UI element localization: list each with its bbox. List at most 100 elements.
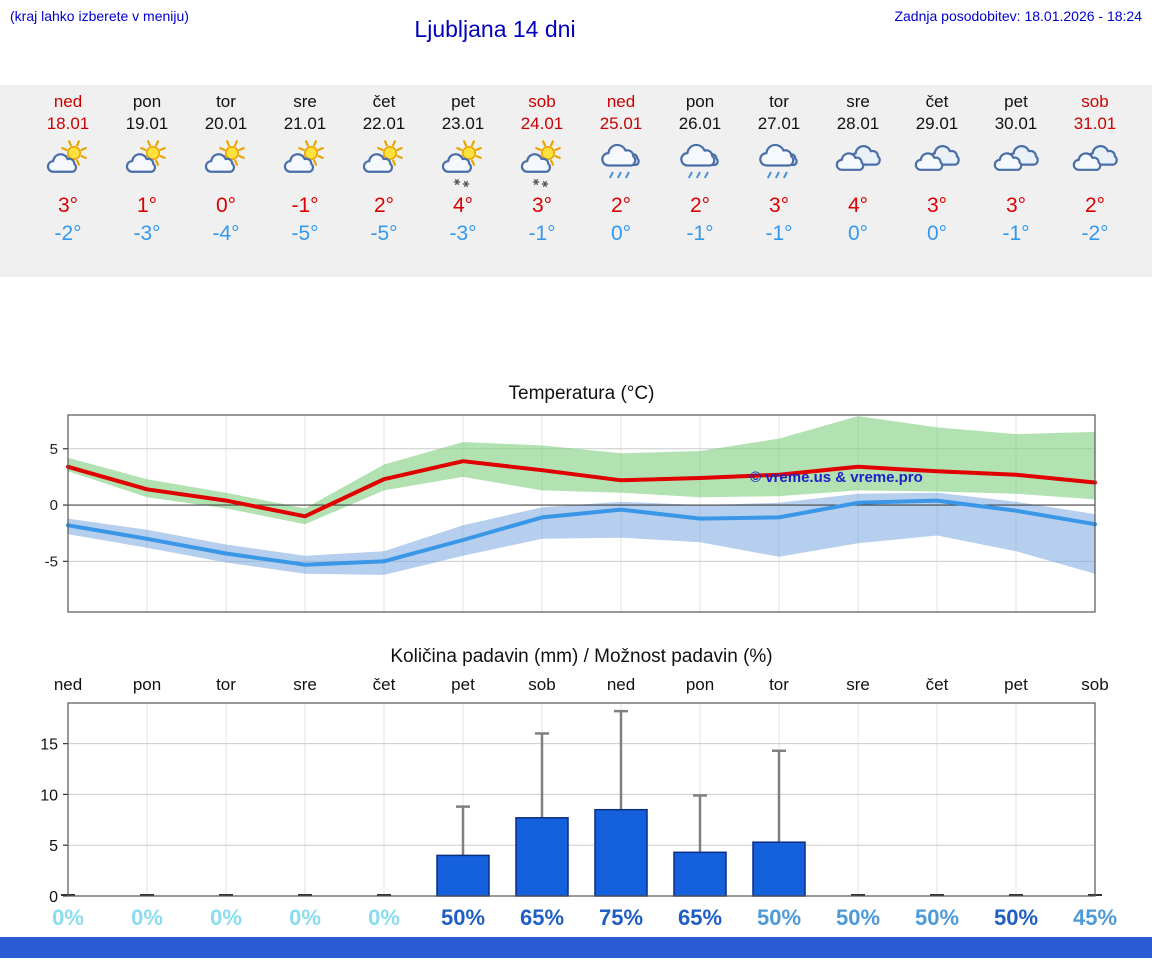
forecast-strip: ned 18.01 3° -2° pon 19.01 1° -3° tor 20.01 0° -4° s…: [0, 85, 1152, 277]
day-high-temp: 0°: [215, 194, 237, 217]
day-high-temp: 2°: [373, 194, 395, 217]
zero-precip-mark: [1009, 894, 1023, 896]
precip-day-label: sob: [1081, 675, 1108, 694]
day-low-temp: -5°: [291, 222, 319, 245]
day-low-temp: -4°: [212, 222, 240, 245]
precip-bar: [436, 854, 490, 897]
precip-probability: 0%: [52, 905, 84, 930]
forecast-day[interactable]: sre 21.01 -1° -5°: [266, 92, 345, 246]
sun-cloud-icon: [187, 139, 266, 191]
day-high-temp: 4°: [847, 194, 869, 217]
precip-day-label: sre: [293, 675, 317, 694]
temp-y-tick: 0: [50, 497, 58, 514]
temperature-chart-title: Temperatura (°C): [508, 383, 655, 404]
precip-probability: 50%: [441, 905, 485, 930]
day-low-temp: -3°: [133, 222, 161, 245]
day-date: 28.01: [836, 114, 880, 133]
precip-day-label: sre: [846, 675, 870, 694]
zero-precip-mark: [851, 894, 865, 896]
forecast-day[interactable]: čet 22.01 2° -5°: [345, 92, 424, 246]
footer-bar: [0, 937, 1152, 958]
day-name: čet: [372, 92, 396, 111]
precip-day-label: ned: [54, 675, 82, 694]
zero-precip-mark: [140, 894, 154, 896]
cloudy-icon: [977, 139, 1056, 191]
precip-day-label: pet: [1004, 675, 1028, 694]
precip-bar: [673, 851, 727, 897]
day-name: pon: [132, 92, 162, 111]
precip-day-label: tor: [769, 675, 789, 694]
forecast-day[interactable]: čet 29.01 3° 0°: [898, 92, 977, 246]
day-low-temp: -2°: [54, 222, 82, 245]
precip-probability: 50%: [836, 905, 880, 930]
menu-hint[interactable]: (kraj lahko izberete v meniju): [10, 8, 189, 24]
precip-probability: 0%: [289, 905, 321, 930]
forecast-day[interactable]: sob 24.01 3° -1°: [503, 92, 582, 246]
precip-probability: 0%: [368, 905, 400, 930]
sun-cloud-icon: [29, 139, 108, 191]
temperature-chart: 5 0 -5 © vreme.us & vreme.pro: [45, 414, 1097, 613]
precip-y-tick: 0: [49, 889, 58, 906]
day-name: pet: [1004, 92, 1028, 111]
forecast-day[interactable]: pet 23.01 4° -3°: [424, 92, 503, 246]
precipitation-chart-title: Količina padavin (mm) / Možnost padavin …: [390, 646, 773, 667]
day-date: 25.01: [599, 114, 643, 133]
day-name: sob: [528, 92, 556, 111]
precip-y-tick: 10: [40, 787, 58, 804]
day-low-temp: -3°: [449, 222, 477, 245]
cloud-rain-icon: [661, 139, 740, 191]
day-date: 31.01: [1073, 114, 1117, 133]
range-band: [68, 492, 1095, 575]
precip-probability: 65%: [678, 905, 722, 930]
precip-bar: [515, 817, 569, 897]
cloud-rain-icon: [740, 139, 819, 191]
precip-day-label: pet: [451, 675, 475, 694]
day-low-temp: -1°: [765, 222, 793, 245]
day-date: 21.01: [283, 114, 327, 133]
precip-bar: [752, 841, 806, 897]
precip-y-tick: 5: [49, 838, 58, 855]
day-name: sob: [1081, 92, 1109, 111]
day-date: 29.01: [915, 114, 959, 133]
sun-cloud-snow-icon: [503, 139, 582, 191]
day-date: 27.01: [757, 114, 801, 133]
forecast-day[interactable]: pon 19.01 1° -3°: [108, 92, 187, 246]
forecast-day[interactable]: pon 26.01 2° -1°: [661, 92, 740, 246]
forecast-day[interactable]: ned 18.01 3° -2°: [29, 92, 108, 246]
precip-day-label: pon: [133, 675, 161, 694]
sun-cloud-icon: [108, 139, 187, 191]
day-high-temp: 3°: [926, 194, 948, 217]
tmin-line: [66, 498, 1097, 567]
day-low-temp: 0°: [926, 222, 948, 245]
day-name: ned: [53, 92, 83, 111]
tmax-line: [66, 459, 1097, 519]
day-high-temp: -1°: [291, 194, 319, 217]
precip-day-label: čet: [373, 675, 396, 694]
precip-day-label: pon: [686, 675, 714, 694]
day-low-temp: -1°: [686, 222, 714, 245]
day-name: ned: [606, 92, 636, 111]
day-high-temp: 3°: [768, 194, 790, 217]
forecast-day[interactable]: ned 25.01 2° 0°: [582, 92, 661, 246]
forecast-day[interactable]: sob 31.01 2° -2°: [1056, 92, 1135, 246]
forecast-day[interactable]: tor 27.01 3° -1°: [740, 92, 819, 246]
zero-precip-mark: [930, 894, 944, 896]
forecast-day[interactable]: pet 30.01 3° -1°: [977, 92, 1056, 246]
day-name: tor: [769, 92, 789, 111]
day-low-temp: 0°: [610, 222, 632, 245]
day-date: 19.01: [125, 114, 169, 133]
watermark: © vreme.us & vreme.pro: [750, 469, 923, 486]
forecast-day[interactable]: sre 28.01 4° 0°: [819, 92, 898, 246]
day-date: 23.01: [441, 114, 485, 133]
cloudy-icon: [1056, 139, 1135, 191]
day-low-temp: -2°: [1081, 222, 1109, 245]
precip-probability: 75%: [599, 905, 643, 930]
page-title: Ljubljana 14 dni: [414, 16, 576, 42]
day-low-temp: 0°: [847, 222, 869, 245]
day-date: 30.01: [994, 114, 1038, 133]
day-high-temp: 3°: [531, 194, 553, 217]
precipitation-chart: ned pon tor sre čet pet sob ned pon tor sre čet pet s…: [40, 675, 1117, 930]
precip-day-label: tor: [216, 675, 236, 694]
precip-day-label: sob: [528, 675, 555, 694]
forecast-day[interactable]: tor 20.01 0° -4°: [187, 92, 266, 246]
